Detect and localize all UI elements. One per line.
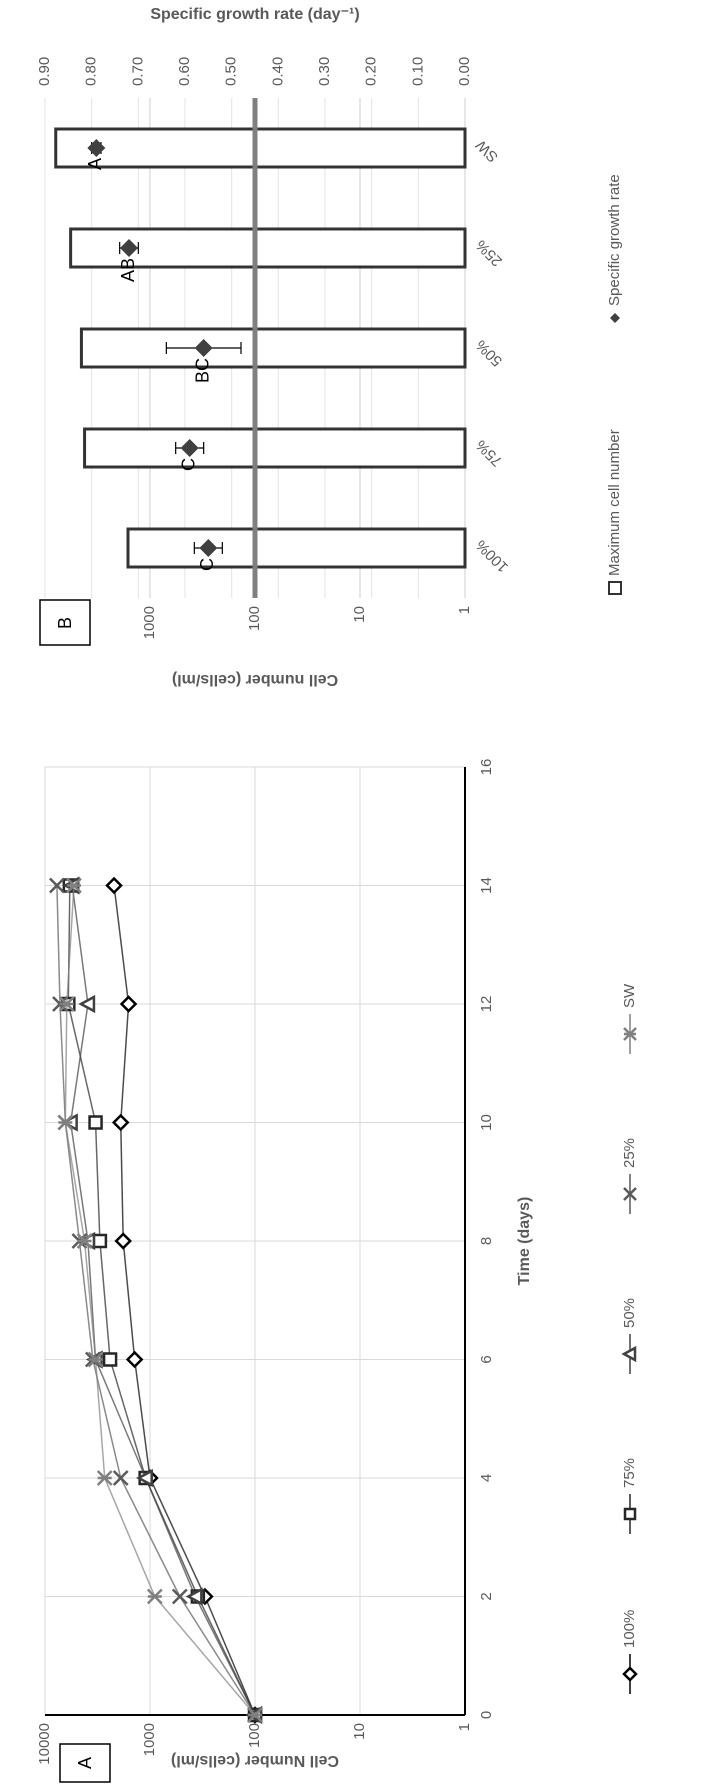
y-tick-label: 10 [351,606,368,623]
point-annotation: AB [118,258,138,282]
x-tick-label: 8 [478,1237,495,1245]
x-tick-label: 75% [473,436,506,469]
legend-marker [625,1509,635,1519]
y2-tick-label: 0.30 [316,57,333,86]
marker [107,879,121,893]
marker [94,1235,106,1247]
y-axis-title: Cell Number (cells/ml) [171,1752,339,1769]
x-tick-label: 6 [478,1355,495,1363]
figure: 1 10 100 1000 10000 0 2 4 6 8 10 12 14 16 Time (days) C… [0,0,711,1784]
y-tick-label: 10 [351,1723,368,1740]
x-tick-label: SW [472,136,502,166]
x-axis-title: Time (days) [516,1197,533,1286]
y-tick-label: 1000 [141,1723,158,1756]
marker [122,997,136,1011]
y-tick-label: 1000 [141,606,158,639]
y2-tick-label: 0.50 [223,57,240,86]
legend-label: 100% [621,1610,638,1648]
panel-label: A [75,1757,95,1769]
x-tick-label: 25% [473,236,506,269]
marker [90,1117,102,1129]
legend-label: Specific growth rate [606,174,623,306]
x-tick-label: 16 [478,759,495,776]
legend-marker [624,1348,635,1360]
y2-tick-label: 0.10 [409,57,426,86]
point-annotation: C [178,458,198,471]
y2-tick-label: 0.90 [36,57,53,86]
y2-tick-label: 0.20 [363,57,380,86]
y-tick-label: 1 [456,606,473,614]
y-tick-label: 100 [246,1723,263,1748]
point-annotation: BC [192,358,212,383]
marker [128,1353,142,1367]
marker [104,1354,116,1366]
panel-label: B [55,617,75,629]
legend-marker [610,313,620,323]
x-tick-label: 100% [473,536,512,575]
bar [128,529,465,567]
series-line [71,886,255,1716]
y2-tick-label: 0.60 [176,57,193,86]
x-tick-label: 50% [473,336,506,369]
x-tick-label: 0 [478,1711,495,1719]
marker [188,1590,201,1604]
bar [85,429,465,467]
rotated-page: 1 10 100 1000 10000 0 2 4 6 8 10 12 14 16 Time (days) C… [36,6,638,1782]
legend-label: 75% [621,1458,638,1488]
legend-label: 50% [621,1298,638,1328]
marker [148,1590,162,1604]
point-annotation: A [85,158,105,170]
marker [116,1234,130,1248]
marker [81,997,94,1011]
x-tick-label: 14 [478,877,495,894]
y-tick-label: 100 [246,606,263,631]
legend-marker [609,582,621,594]
x-tick-label: 12 [478,996,495,1013]
y2-tick-label: 0.70 [129,57,146,86]
x-tick-label: 2 [478,1592,495,1600]
y-tick-label: 1 [456,1723,473,1731]
x-tick-label: 10 [478,1114,495,1131]
x-tick-label: 4 [478,1474,495,1482]
y2-tick-label: 0.00 [456,57,473,86]
legend-label: SW [621,983,638,1008]
bar [56,129,465,167]
legend-label: 25% [621,1138,638,1168]
legend-marker [624,1668,636,1680]
marker [114,1116,128,1130]
y-axis-title: Cell number (cells/ml) [172,671,338,688]
y-tick-label: 10000 [36,1723,53,1765]
bar [81,329,465,367]
y2-tick-label: 0.40 [269,57,286,86]
y2-tick-label: 0.80 [83,57,100,86]
legend-label: Maximum cell number [606,429,623,576]
point-annotation: C [197,558,217,571]
y2-axis-title: Specific growth rate (day⁻¹) [150,6,359,23]
